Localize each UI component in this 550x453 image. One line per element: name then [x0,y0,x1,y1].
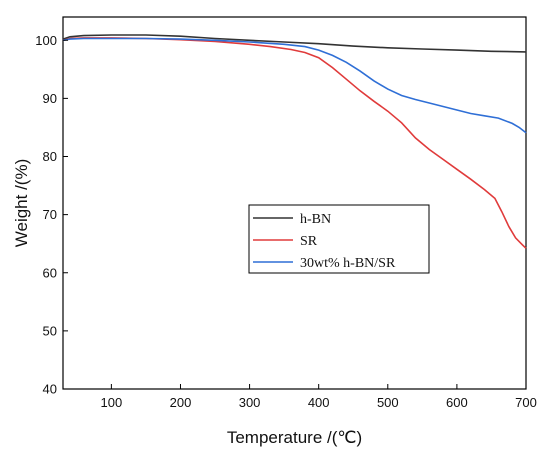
x-tick-label: 700 [515,395,537,410]
x-tick-label: 300 [239,395,261,410]
series-line-h-bn [62,34,527,53]
y-ticks: 40 50 60 70 80 90 100 [35,33,68,397]
y-tick-label: 60 [43,265,57,280]
plot-frame [62,16,527,390]
x-ticks: 100 200 300 400 500 600 700 [101,384,537,410]
y-tick-label: 80 [43,149,57,164]
x-tick-label: 200 [170,395,192,410]
legend-label-sr: SR [300,234,318,249]
y-tick-label: 40 [43,382,57,397]
legend-label-30wt-h-bn-sr: 30wt% h-BN/SR [300,256,396,271]
y-tick-label: 100 [35,33,57,48]
series-layer [62,34,527,249]
y-axis-title: Weight /(%) [12,159,31,248]
y-tick-label: 70 [43,207,57,222]
x-tick-label: 600 [446,395,468,410]
x-tick-label: 500 [377,395,399,410]
legend: h-BN SR 30wt% h-BN/SR [248,204,430,274]
x-tick-label: 100 [101,395,123,410]
legend-label-h-bn: h-BN [300,212,331,227]
x-axis-title: Temperature /(℃) [227,428,362,447]
y-tick-label: 50 [43,323,57,338]
x-tick-label: 400 [308,395,330,410]
series-line-30wt-h-bn-sr [62,37,527,134]
y-tick-label: 90 [43,91,57,106]
